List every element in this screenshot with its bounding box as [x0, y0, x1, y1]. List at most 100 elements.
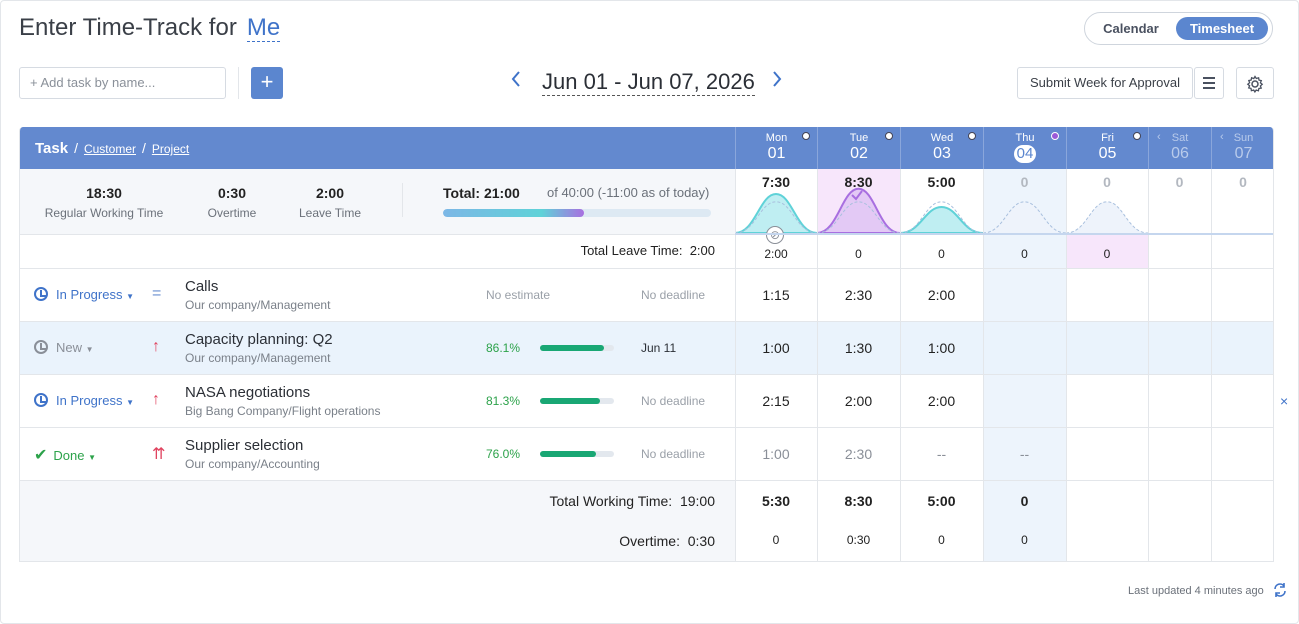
user-selector[interactable]: Me: [246, 14, 281, 42]
chevron-left-icon[interactable]: ‹: [1220, 131, 1224, 143]
day-status-dot: [885, 132, 893, 140]
task-customer[interactable]: Our company: [185, 298, 258, 312]
column-divider: [817, 169, 818, 561]
estimate-text[interactable]: No estimate: [486, 288, 551, 302]
week-progress-bar: [443, 209, 711, 217]
task-name[interactable]: Calls: [185, 278, 219, 295]
day-header-fri[interactable]: Fri 05: [1066, 127, 1148, 169]
leave-cell-2[interactable]: 0: [938, 247, 945, 261]
add-task-input[interactable]: + Add task by name...: [19, 67, 226, 99]
clock-icon: [34, 340, 48, 354]
deadline-text[interactable]: Jun 11: [641, 341, 677, 355]
time-cell[interactable]: 1:00: [927, 340, 956, 356]
total-working-label: Total Working Time:: [549, 493, 673, 509]
timesheet-view-button[interactable]: Timesheet: [1176, 17, 1268, 40]
task-customer[interactable]: Our company: [185, 351, 258, 365]
task-progress-fill: [540, 398, 601, 404]
task-project[interactable]: Flight operations: [291, 404, 381, 418]
day-total-0: 7:30: [761, 174, 791, 190]
calendar-view-button[interactable]: Calendar: [1103, 21, 1159, 36]
time-cell[interactable]: 2:15: [762, 393, 790, 409]
overtime-row-label: Overtime: 0:30: [20, 533, 715, 549]
day-date: 05: [1067, 145, 1148, 163]
time-cell[interactable]: 1:00: [762, 446, 790, 462]
caret-down-icon: ▼: [126, 398, 135, 407]
day-capacity-curve-2: [899, 201, 984, 234]
chevron-left-icon[interactable]: ‹: [1157, 131, 1161, 143]
regular-time-label: Regular Working Time: [44, 206, 164, 220]
add-task-button[interactable]: +: [251, 67, 283, 99]
last-updated-text: Last updated 4 minutes ago: [1128, 585, 1264, 597]
leave-no-entry-icon[interactable]: ⊘: [766, 226, 784, 244]
time-cell[interactable]: 2:30: [844, 287, 873, 303]
task-name[interactable]: Supplier selection: [185, 437, 304, 454]
status-dropdown[interactable]: In Progress ▼: [34, 393, 134, 408]
leave-cell-0[interactable]: 2:00: [764, 247, 788, 261]
refresh-icon[interactable]: [1272, 582, 1288, 602]
total-of-capacity: of 40:00 (-11:00 as of today): [547, 185, 710, 200]
menu-button[interactable]: [1194, 67, 1224, 99]
deadline-text[interactable]: No deadline: [641, 288, 706, 302]
total-overtime-label: Overtime:: [619, 533, 680, 549]
submit-week-button[interactable]: Submit Week for Approval: [1017, 67, 1193, 99]
arrow-up-icon: ↑: [152, 338, 160, 355]
day-header-sat[interactable]: Sat 06 ‹: [1148, 127, 1211, 169]
clock-icon: [34, 287, 48, 301]
leave-cell-4[interactable]: 0: [1103, 247, 1111, 261]
task-progress-fill: [540, 345, 604, 351]
column-divider: [735, 169, 736, 561]
task-project[interactable]: Management: [260, 298, 331, 312]
day-header-thu[interactable]: Thu 04: [983, 127, 1066, 169]
next-week-button[interactable]: [772, 70, 782, 93]
prev-week-button[interactable]: [511, 70, 521, 93]
day-status-dot: [968, 132, 976, 140]
day-header-mon[interactable]: Mon 01: [735, 127, 817, 169]
time-cell[interactable]: 1:30: [844, 340, 873, 356]
task-progress-bar: [540, 398, 614, 404]
deadline-text[interactable]: No deadline: [641, 447, 706, 461]
task-name[interactable]: Capacity planning: Q2: [185, 331, 333, 348]
deadline-text[interactable]: No deadline: [641, 394, 706, 408]
task-project[interactable]: Accounting: [260, 457, 320, 471]
task-column-label: Task: [35, 140, 69, 157]
task-name[interactable]: NASA negotiations: [185, 384, 311, 401]
close-icon[interactable]: ×: [1280, 393, 1289, 409]
day-header-tue[interactable]: Tue 02: [817, 127, 900, 169]
day-date-value: 01: [767, 145, 786, 162]
day-name: Sun: [1233, 132, 1254, 144]
time-cell[interactable]: 2:00: [844, 393, 873, 409]
page-title: Enter Time-Track for Me: [19, 14, 281, 42]
day-header-wed[interactable]: Wed 03: [900, 127, 983, 169]
leave-cell-3[interactable]: 0: [1021, 247, 1028, 261]
totals-area-shade: [20, 480, 735, 561]
working-total-cell-3: 0: [1020, 493, 1029, 509]
leave-cell-1[interactable]: 0: [855, 247, 862, 261]
time-cell[interactable]: --: [1019, 446, 1030, 462]
status-label: New: [56, 340, 83, 355]
caret-down-icon: ▼: [85, 345, 94, 354]
customer-sort-link[interactable]: Customer: [83, 142, 136, 156]
status-label: Done: [53, 448, 85, 463]
week-progress-fill: [443, 209, 584, 217]
day-total-3: 0: [1020, 174, 1029, 190]
time-cell[interactable]: 2:00: [927, 287, 956, 303]
task-customer[interactable]: Our company: [185, 457, 258, 471]
time-cell[interactable]: --: [936, 446, 947, 462]
status-dropdown[interactable]: New ▼: [34, 340, 94, 355]
time-cell[interactable]: 2:00: [927, 393, 956, 409]
date-range-picker[interactable]: Jun 01 - Jun 07, 2026: [542, 69, 755, 96]
time-cell[interactable]: 1:00: [762, 340, 790, 356]
status-dropdown[interactable]: ✔ Done ▼: [34, 445, 96, 465]
status-dropdown[interactable]: In Progress ▼: [34, 287, 134, 302]
project-sort-link[interactable]: Project: [151, 142, 190, 156]
day-name: Mon: [765, 132, 788, 144]
task-project[interactable]: Management: [260, 351, 331, 365]
day-header-sun[interactable]: Sun 07 ‹: [1211, 127, 1273, 169]
row-divider: [20, 427, 1273, 428]
chevron-right-icon: [773, 71, 782, 87]
settings-button[interactable]: [1236, 67, 1274, 99]
caret-down-icon: ▼: [88, 453, 97, 462]
time-cell[interactable]: 2:30: [844, 446, 873, 462]
task-customer[interactable]: Big Bang Company: [185, 404, 289, 418]
time-cell[interactable]: 1:15: [762, 287, 790, 303]
